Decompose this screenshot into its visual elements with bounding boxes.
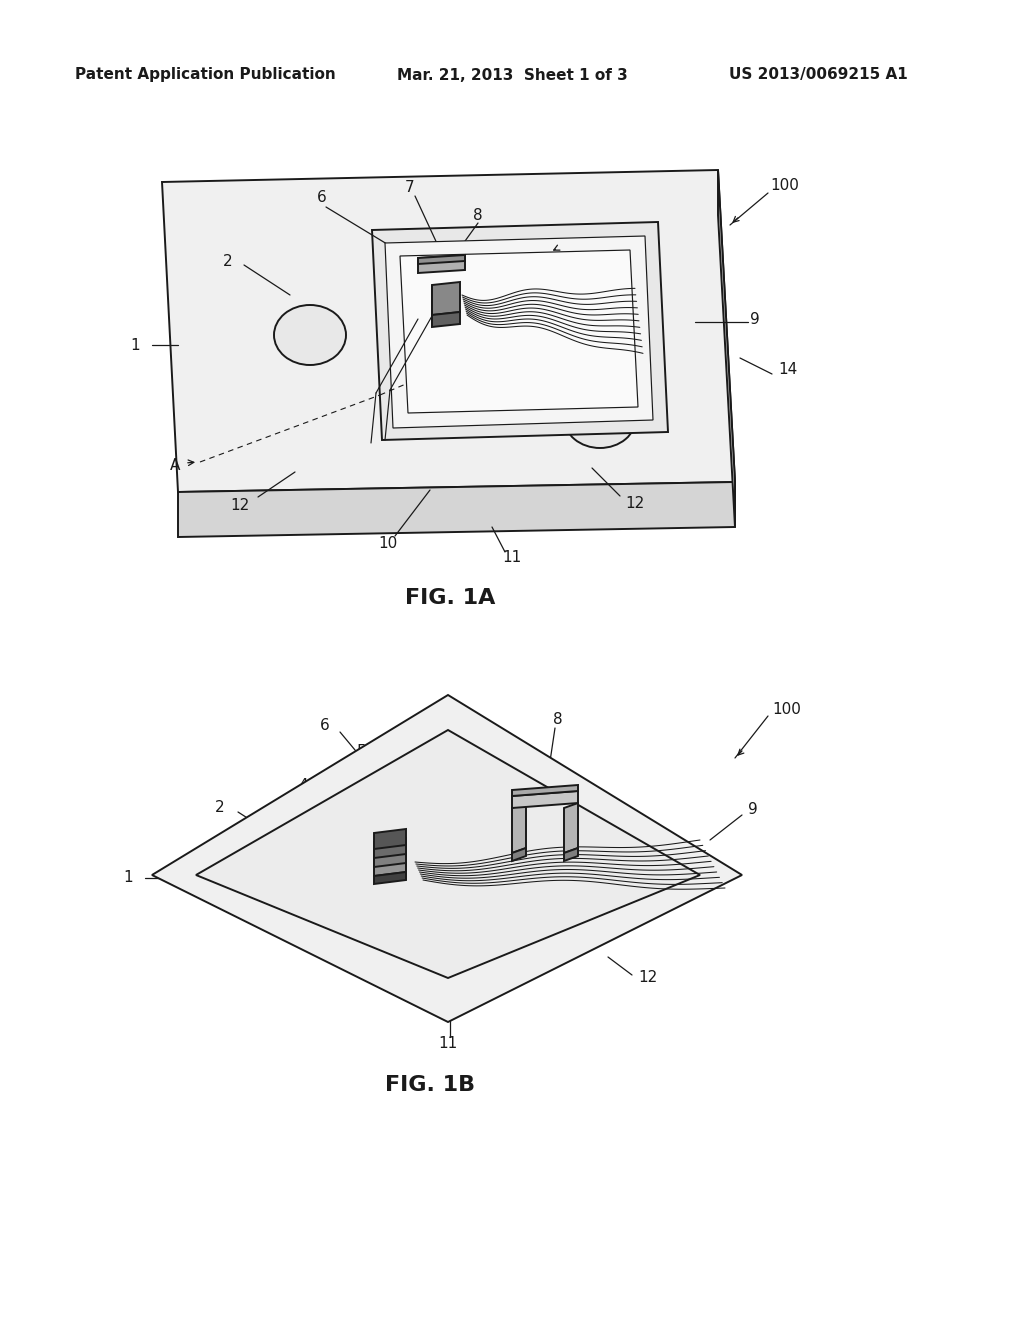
- Text: Mar. 21, 2013  Sheet 1 of 3: Mar. 21, 2013 Sheet 1 of 3: [396, 67, 628, 82]
- Text: 12: 12: [230, 498, 250, 512]
- Text: 4: 4: [298, 779, 308, 793]
- Text: 100: 100: [770, 178, 799, 194]
- Polygon shape: [512, 785, 578, 796]
- Text: 12: 12: [626, 495, 645, 511]
- Text: 2: 2: [222, 255, 232, 269]
- Polygon shape: [400, 249, 638, 413]
- Text: 8: 8: [473, 207, 482, 223]
- Text: US 2013/0069215 A1: US 2013/0069215 A1: [729, 67, 907, 82]
- Text: 10: 10: [379, 536, 397, 550]
- Text: 100: 100: [772, 702, 801, 718]
- Polygon shape: [374, 829, 406, 849]
- Polygon shape: [374, 838, 406, 858]
- Text: 5: 5: [357, 744, 367, 759]
- Text: FIG. 1B: FIG. 1B: [385, 1074, 475, 1096]
- Polygon shape: [564, 803, 578, 853]
- Ellipse shape: [564, 388, 636, 447]
- Polygon shape: [512, 791, 578, 808]
- Polygon shape: [512, 803, 526, 853]
- Polygon shape: [564, 847, 578, 861]
- Polygon shape: [432, 312, 460, 327]
- Ellipse shape: [274, 305, 346, 366]
- Polygon shape: [418, 255, 465, 264]
- Text: A: A: [553, 240, 563, 256]
- Text: 14: 14: [778, 363, 798, 378]
- Polygon shape: [432, 282, 460, 315]
- Text: 7: 7: [406, 180, 415, 194]
- Text: 1: 1: [123, 870, 133, 886]
- Text: 11: 11: [438, 1036, 458, 1052]
- Text: 1: 1: [130, 338, 140, 352]
- Text: A: A: [170, 458, 180, 473]
- Text: 9: 9: [750, 313, 760, 327]
- Polygon shape: [178, 482, 735, 537]
- Polygon shape: [162, 170, 735, 492]
- Polygon shape: [372, 222, 668, 440]
- Text: 8: 8: [553, 713, 563, 727]
- Text: 2: 2: [215, 800, 225, 816]
- Polygon shape: [512, 847, 526, 861]
- Text: 11: 11: [503, 550, 521, 565]
- Text: FIG. 1A: FIG. 1A: [404, 587, 496, 609]
- Text: 6: 6: [317, 190, 327, 206]
- Polygon shape: [152, 696, 742, 1022]
- Polygon shape: [374, 847, 406, 867]
- Text: Patent Application Publication: Patent Application Publication: [75, 67, 336, 82]
- Text: 9: 9: [748, 803, 758, 817]
- Polygon shape: [374, 855, 406, 876]
- Polygon shape: [385, 236, 653, 428]
- Polygon shape: [196, 730, 700, 978]
- Text: 6: 6: [321, 718, 330, 733]
- Polygon shape: [718, 170, 735, 527]
- Text: 12: 12: [638, 970, 657, 986]
- Polygon shape: [418, 255, 465, 273]
- Polygon shape: [374, 873, 406, 884]
